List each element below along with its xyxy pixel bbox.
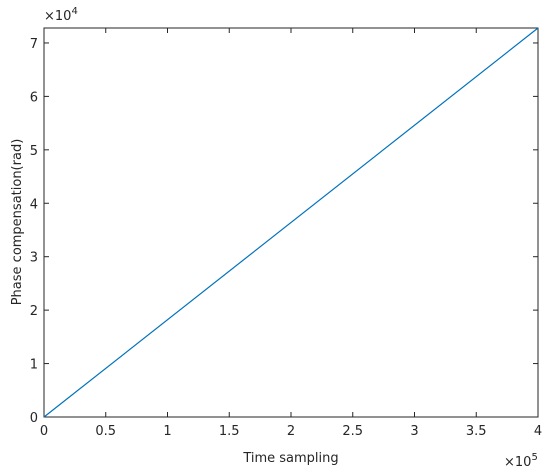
y-tick-label: 3 (30, 251, 38, 266)
x-tick-label: 4 (534, 424, 542, 439)
y-axis-label: Phase compensation(rad) (10, 139, 25, 306)
x-tick-label: 2.5 (342, 424, 363, 439)
x-tick-label: 2 (287, 424, 295, 439)
y-multiplier-base: ×10 (44, 9, 71, 24)
y-tick-label: 4 (30, 197, 38, 212)
y-tick-label: 7 (30, 37, 38, 52)
y-tick-label: 5 (30, 144, 38, 159)
x-multiplier-base: ×10 (504, 455, 531, 470)
x-multiplier: ×105 (504, 452, 538, 470)
data-line (43, 27, 539, 418)
y-tick-label: 1 (30, 358, 38, 373)
y-tick-label: 6 (30, 90, 38, 105)
x-tick-label: 3 (410, 424, 418, 439)
y-tick-label: 0 (30, 411, 38, 426)
x-tick-label: 0 (40, 424, 48, 439)
y-tick-label: 2 (30, 304, 38, 319)
x-tick-label: 1 (163, 424, 171, 439)
y-multiplier-exponent: 4 (71, 6, 77, 17)
x-tick-label: 3.5 (466, 424, 487, 439)
x-tick-label: 0.5 (95, 424, 116, 439)
y-multiplier: ×104 (44, 6, 78, 24)
x-multiplier-exponent: 5 (531, 452, 537, 463)
x-tick-label: 1.5 (219, 424, 240, 439)
x-axis-label: Time sampling (242, 451, 338, 466)
